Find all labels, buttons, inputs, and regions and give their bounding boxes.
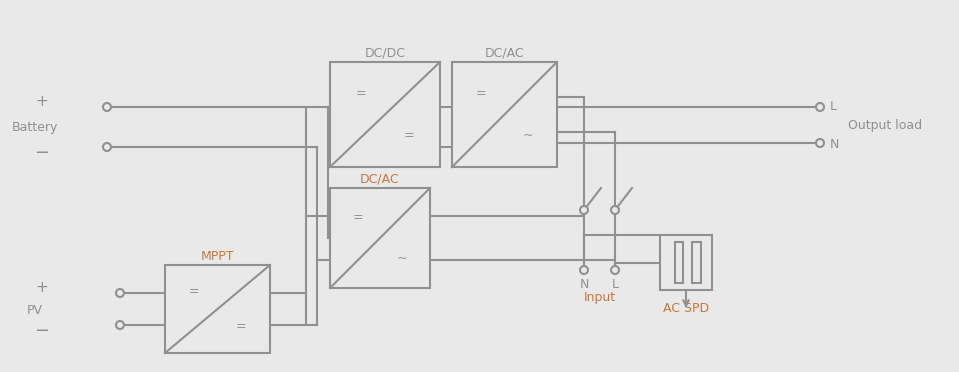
Text: N: N (579, 278, 589, 291)
Text: =: = (404, 129, 414, 142)
Circle shape (580, 206, 588, 214)
Text: DC/AC: DC/AC (361, 173, 400, 186)
Bar (660, 235, 712, 290)
Circle shape (816, 103, 824, 111)
Text: Battery: Battery (12, 121, 58, 134)
Text: AC SPD: AC SPD (663, 301, 709, 314)
Circle shape (816, 139, 824, 147)
Bar (165, 265, 270, 353)
Text: Input: Input (583, 291, 616, 304)
Text: +: + (35, 280, 48, 295)
Text: =: = (476, 87, 487, 100)
Text: PV: PV (27, 305, 43, 317)
Text: =: = (356, 87, 366, 100)
Text: DC/DC: DC/DC (364, 46, 406, 60)
Circle shape (116, 321, 124, 329)
Text: −: − (35, 144, 50, 162)
Circle shape (611, 266, 619, 274)
Text: −: − (35, 322, 50, 340)
Text: +: + (35, 94, 48, 109)
Circle shape (103, 143, 111, 151)
Text: MPPT: MPPT (200, 250, 234, 263)
Bar (674, 241, 683, 283)
Bar (330, 62, 440, 167)
Text: DC/AC: DC/AC (484, 46, 525, 60)
Circle shape (580, 266, 588, 274)
Bar (330, 188, 430, 288)
Text: ~: ~ (523, 129, 533, 142)
Bar (452, 62, 557, 167)
Text: =: = (235, 320, 246, 333)
Circle shape (116, 289, 124, 297)
Text: Output load: Output load (848, 119, 923, 131)
Circle shape (611, 206, 619, 214)
Circle shape (103, 103, 111, 111)
Text: N: N (830, 138, 839, 151)
Text: =: = (189, 285, 199, 298)
Text: L: L (830, 100, 837, 113)
Text: ~: ~ (397, 251, 408, 264)
Text: L: L (612, 278, 619, 291)
Bar (692, 241, 701, 283)
Text: =: = (353, 212, 363, 224)
